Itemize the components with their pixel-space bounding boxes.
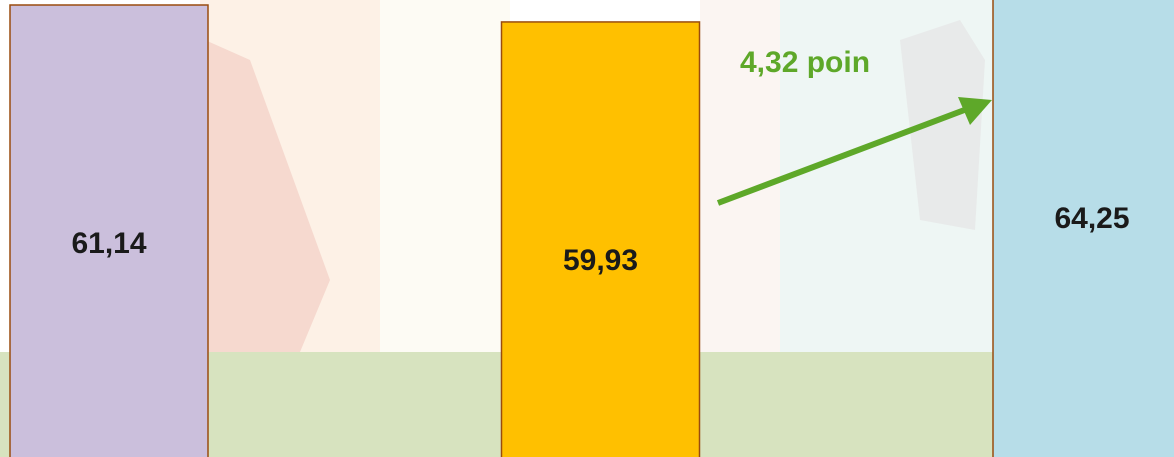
data-label: 59,93	[563, 244, 638, 277]
annotation: 4,32 poin	[740, 46, 870, 79]
bar	[992, 0, 1174, 457]
data-label: 64,25	[1054, 202, 1129, 235]
background-shape	[205, 40, 330, 352]
bars: 61,14 59,93 64,25	[9, 0, 1174, 457]
arrow-line	[716, 103, 977, 206]
arrow-head	[958, 97, 992, 125]
background-shape	[900, 20, 985, 230]
background-panel	[380, 0, 510, 352]
bar	[500, 21, 701, 457]
background-panel	[700, 0, 780, 352]
bar	[9, 4, 209, 457]
data-label: 61,14	[71, 227, 146, 260]
